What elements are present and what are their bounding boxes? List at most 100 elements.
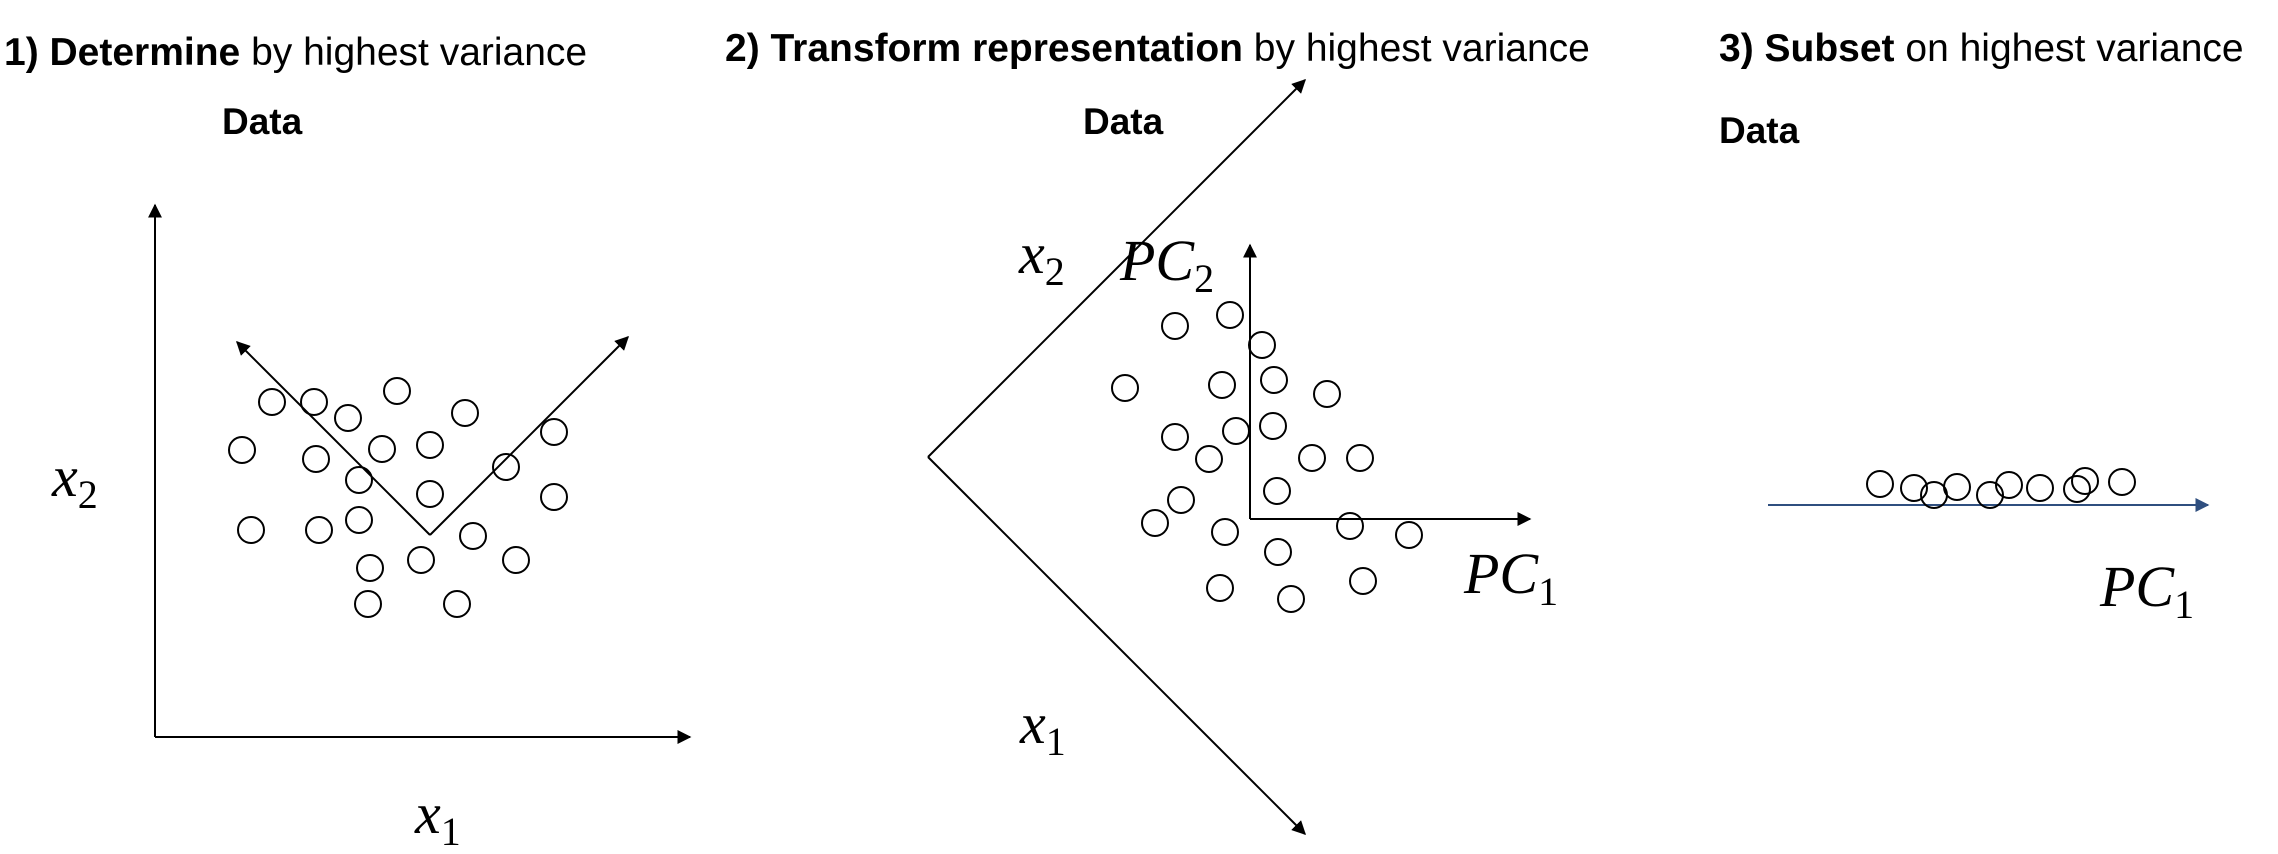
data-point [1259, 412, 1287, 440]
panel-3-pc1-label: PC1 [2100, 558, 2194, 625]
panel-1-heading-rest: by highest variance [240, 31, 588, 74]
data-point [1900, 474, 1928, 502]
data-point [540, 418, 568, 446]
data-point [305, 516, 333, 544]
panel-1-axis-y-sub: 2 [77, 472, 98, 517]
panel-2-pc2-sub: 2 [1194, 256, 1215, 301]
panel-1-axis-x-sub: 1 [440, 809, 461, 854]
panel-2-data-points [1111, 301, 1423, 613]
data-point [540, 483, 568, 511]
panel-3-data-label: Data [1719, 110, 1800, 151]
data-point [2026, 474, 2054, 502]
data-point [1248, 331, 1276, 359]
panel-2-pc2-label: PC2 [1120, 232, 1214, 299]
data-point [1206, 574, 1234, 602]
data-point [300, 388, 328, 416]
data-point [1263, 477, 1291, 505]
data-point [354, 590, 382, 618]
data-point [1298, 444, 1326, 472]
panel-1-heading: 1) Determine by highest variance [4, 33, 587, 72]
data-point [1222, 417, 1250, 445]
panel-1-pc-directions [236, 336, 629, 536]
panel-2-rotated-axes [927, 79, 1306, 835]
data-point [2071, 467, 2099, 495]
panel-1-axis-x-var: x [415, 781, 441, 846]
panel-2-x1-axis [927, 456, 1306, 835]
panel-1-heading-bold: 1) Determine [4, 31, 241, 74]
panel-2-pc1-var: PC [1464, 541, 1539, 606]
panel-2-pc2-var: PC [1120, 228, 1195, 293]
data-point [1346, 444, 1374, 472]
panel-3-data-points [1866, 467, 2136, 509]
data-point [1141, 509, 1169, 537]
data-point [368, 435, 396, 463]
data-point [451, 399, 479, 427]
panel-1-pc-direction-left [236, 341, 431, 536]
data-point [345, 506, 373, 534]
panel-2-axis-y-sub: 2 [1044, 249, 1065, 294]
data-point [1208, 371, 1236, 399]
data-point [459, 522, 487, 550]
data-point [302, 445, 330, 473]
data-point [1167, 486, 1195, 514]
data-point [1313, 380, 1341, 408]
panel-2-axis-y-var: x [1019, 221, 1045, 286]
panel-3-pc1-var: PC [2100, 554, 2175, 619]
panel-1-axes [148, 203, 692, 744]
panel-1-data-label: Data [222, 101, 303, 142]
data-point [1264, 538, 1292, 566]
panel-2-axis-x-var: x [1020, 691, 1046, 756]
data-point [1349, 567, 1377, 595]
data-point [1211, 518, 1239, 546]
data-point [334, 404, 362, 432]
panel-1-pc-direction-right [429, 336, 629, 536]
data-point [1161, 312, 1189, 340]
panel-2-pc1-sub: 1 [1538, 569, 1559, 614]
data-point [2063, 475, 2091, 503]
data-point [1277, 585, 1305, 613]
data-point [383, 377, 411, 405]
panel-3-pc1-sub: 1 [2174, 582, 2195, 627]
panel-3-heading-rest: on highest variance [1894, 27, 2244, 70]
data-point [1195, 445, 1223, 473]
data-point [1216, 301, 1244, 329]
data-point [237, 516, 265, 544]
data-point [1111, 374, 1139, 402]
panel-2-heading-rest: by highest variance [1242, 27, 1590, 70]
panel-2-x2-axis [927, 79, 1306, 458]
data-point [407, 546, 435, 574]
data-point [416, 431, 444, 459]
data-point [1161, 423, 1189, 451]
data-point [416, 480, 444, 508]
panel-2-axis-x-sub: 1 [1045, 719, 1066, 764]
panel-1-axis-y-label: x2 [52, 448, 98, 515]
panel-1-axis-y-var: x [52, 444, 78, 509]
data-point [502, 546, 530, 574]
data-point [1336, 512, 1364, 540]
data-point [1943, 473, 1971, 501]
data-point [1395, 521, 1423, 549]
data-point [356, 554, 384, 582]
data-point [228, 436, 256, 464]
panel-2-data-label: Data [1083, 101, 1164, 142]
panel-2-pc1-label: PC1 [1464, 545, 1558, 612]
data-point [1260, 366, 1288, 394]
panel-1-data-points [228, 377, 568, 618]
panel-2-axis-x-label: x1 [1020, 695, 1066, 762]
panel-2-axis-y-label: x2 [1019, 225, 1065, 292]
data-point [258, 388, 286, 416]
data-point [1995, 471, 2023, 499]
data-point [1866, 470, 1894, 498]
panel-3-heading-bold: 3) Subset [1719, 27, 1895, 70]
data-point [1976, 481, 2004, 509]
data-point [2108, 468, 2136, 496]
panel-2-heading: 2) Transform representation by highest v… [725, 29, 1590, 68]
panel-2-pc-axes [1243, 243, 1532, 526]
data-point [345, 466, 373, 494]
data-point [492, 453, 520, 481]
panel-1-axis-x-label: x1 [415, 785, 461, 852]
data-point [443, 590, 471, 618]
panel-2-heading-bold: 2) Transform representation [725, 27, 1243, 70]
panel-3-heading: 3) Subset on highest variance [1719, 29, 2244, 68]
